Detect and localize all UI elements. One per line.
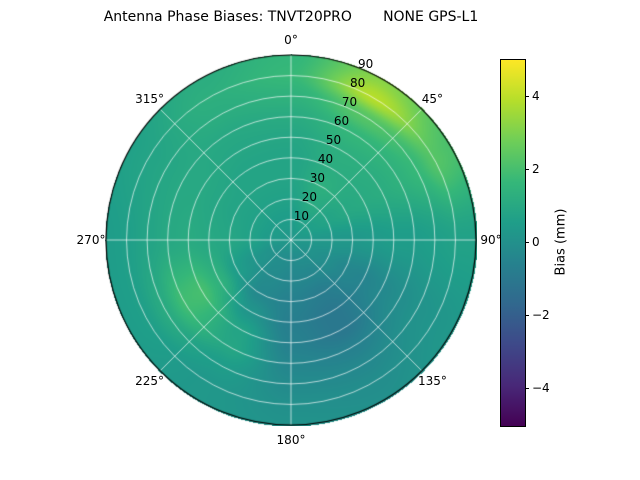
colorbar-tick-mark [525,168,529,170]
radial-tick-label: 20 [301,189,318,204]
colorbar-tick-mark [525,315,529,317]
radial-tick-label: 70 [341,95,358,110]
colorbar-tick-label: 0 [532,235,540,249]
colorbar-tick-mark [525,242,529,243]
colorbar-tick-mark [525,95,529,97]
radial-tick-label: 90 [357,57,374,72]
colorbar-tick-mark [525,388,529,390]
colorbar-tick-label: 4 [532,88,540,103]
colorbar-tick-label: −4 [532,381,550,396]
colorbar [500,59,526,427]
chart-title: Antenna Phase Biases: TNVT20PRO NONE GPS… [103,9,479,25]
angular-tick-label: 225° [135,374,165,389]
angular-tick-label: 0° [284,33,298,47]
angular-tick-label: 45° [421,91,444,106]
colorbar-tick-label: 2 [532,161,540,176]
angular-tick-label: 90° [480,233,502,247]
radial-tick-label: 80 [349,76,366,91]
radial-tick-label: 50 [325,132,342,147]
colorbar-tick-label: −2 [532,308,550,323]
radial-tick-label: 30 [309,170,326,185]
colorbar-label: Bias (mm) [553,208,569,276]
radial-tick-label: 40 [317,151,334,166]
polar-heatmap-canvas [105,54,477,426]
angular-tick-label: 180° [276,433,306,447]
angular-tick-label: 135° [417,374,447,389]
angular-tick-label: 315° [135,91,165,106]
angular-tick-label: 270° [76,233,106,247]
radial-tick-label: 60 [333,113,350,128]
radial-tick-label: 10 [293,208,310,223]
